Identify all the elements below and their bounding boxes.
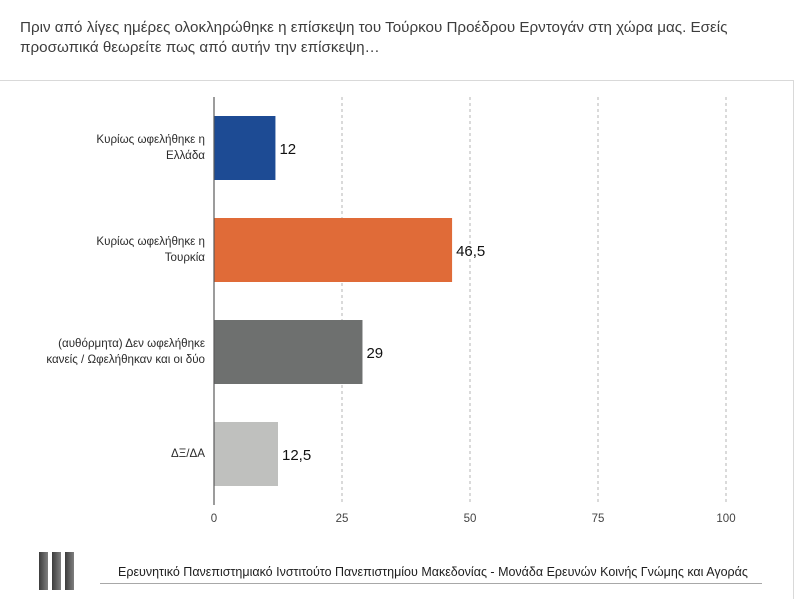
question-title: Πριν από λίγες ημέρες ολοκληρώθηκε η επί…: [20, 19, 728, 56]
footer-text: Ερευνητικό Πανεπιστημιακό Ινστιτούτο Παν…: [118, 565, 748, 579]
category-label: ΔΞ/ΔΑ: [171, 447, 205, 460]
category-label: Κυρίως ωφελήθηκε η Ελλάδα: [96, 133, 205, 162]
logo-bar: [52, 552, 61, 590]
category-label: (αυθόρμητα) Δεν ωφελήθηκε κανείς / Ωφελή…: [46, 337, 205, 366]
institute-logo: [39, 552, 75, 590]
logo-bar: [65, 552, 74, 590]
header-divider: [0, 80, 794, 81]
category-label: Κυρίως ωφελήθηκε η Τουρκία: [96, 235, 205, 264]
category-labels: Κυρίως ωφελήθηκε η Ελλάδα Κυρίως ωφελήθηκ…: [46, 133, 205, 460]
footer-divider: [100, 583, 762, 584]
logo-bar: [39, 552, 48, 590]
slide-border: [793, 80, 794, 599]
